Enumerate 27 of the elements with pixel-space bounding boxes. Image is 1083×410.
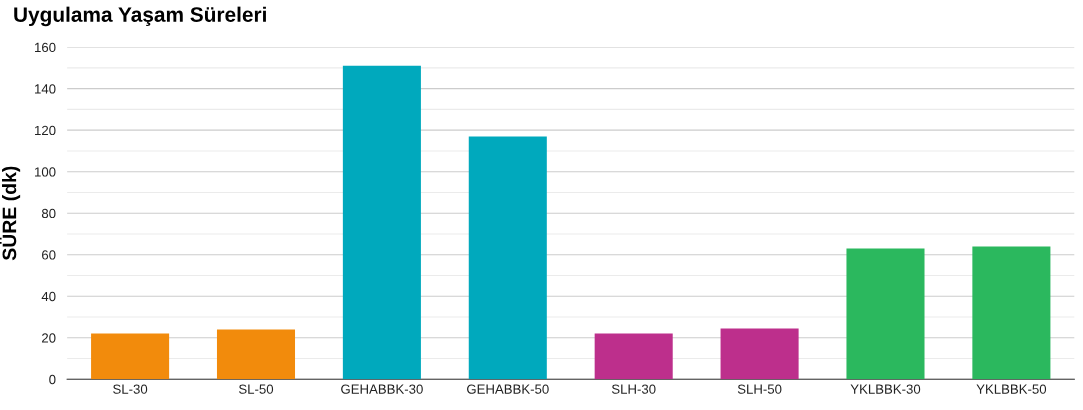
bar <box>342 65 421 380</box>
x-tick-label: SLH-30 <box>611 384 656 394</box>
x-tick-label: YKLBBK-50 <box>976 384 1047 394</box>
x-tick-label: GEHABBK-50 <box>467 384 549 394</box>
y-tick-label: 140 <box>35 84 56 94</box>
y-tick-label: 120 <box>35 125 56 136</box>
y-tick-label: 80 <box>41 208 56 219</box>
x-tick-label: GEHABBK-30 <box>341 384 423 394</box>
bar <box>216 329 296 380</box>
bar <box>846 248 925 380</box>
y-tick-label: 40 <box>41 291 56 302</box>
bar <box>91 333 170 380</box>
x-tick-label: SL-50 <box>238 384 274 394</box>
y-tick-label: 20 <box>42 333 56 343</box>
bar <box>468 136 547 380</box>
bar <box>972 246 1051 380</box>
y-tick-label: 160 <box>35 42 56 53</box>
y-tick-label: 60 <box>42 250 56 260</box>
x-tick-label: SL-30 <box>113 384 148 394</box>
x-tick-label: SLH-50 <box>737 384 782 394</box>
bar <box>594 333 673 380</box>
bar <box>720 328 799 380</box>
y-tick-label: 0 <box>49 374 56 385</box>
y-axis-title: SÜRE (dk) <box>0 166 21 261</box>
x-tick-label: YKLBBK-30 <box>850 384 921 394</box>
y-tick-label: 100 <box>35 167 56 177</box>
chart-title: Uygulama Yaşam Süreleri <box>14 6 266 27</box>
